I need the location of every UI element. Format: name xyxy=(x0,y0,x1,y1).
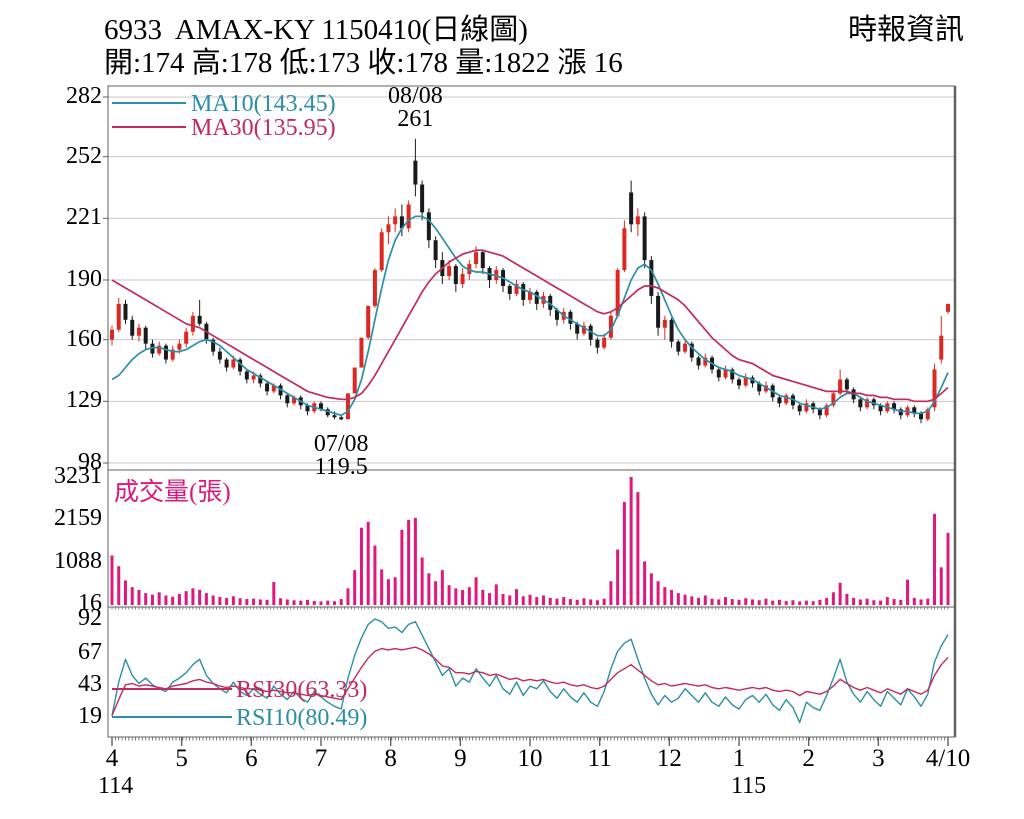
ma10-legend-label: MA10(143.45) xyxy=(191,91,336,117)
rsi-tick-label: 43 xyxy=(78,670,102,697)
ma30-leader-line xyxy=(112,126,186,128)
month-label-4: 4 xyxy=(105,745,119,772)
month-label-8: 8 xyxy=(384,745,397,772)
rsi-tick-label: 19 xyxy=(78,703,102,729)
high-annotation-date: 08/08 xyxy=(388,83,443,109)
source-label: 時報資訊 xyxy=(847,14,964,46)
price-tick-label: 190 xyxy=(66,266,102,292)
rsi-tick-label: 92 xyxy=(78,605,102,632)
month-label-1: 1 xyxy=(732,745,746,772)
volume-tick-label: 2159 xyxy=(54,505,102,532)
pane-borders xyxy=(107,85,957,738)
axis-ticks xyxy=(111,607,949,746)
volume-tick-label: 3231 xyxy=(54,463,102,489)
ma30-legend-label: MA30(135.95) xyxy=(191,115,336,141)
month-label-11: 11 xyxy=(587,745,612,772)
ma10-leader-line xyxy=(112,102,186,104)
volume-pane-label: 成交量(張) xyxy=(114,479,231,506)
price-tick-label: 98 xyxy=(78,449,102,475)
price-tick-label: 252 xyxy=(66,142,102,169)
rsi10-legend-label: RSI10(80.49) xyxy=(236,705,368,731)
rsi10-leader-line xyxy=(112,716,232,718)
month-label-12: 12 xyxy=(656,745,682,772)
month-label-10: 10 xyxy=(517,745,543,772)
volume-series xyxy=(110,477,950,605)
high-annotation-value: 261 xyxy=(397,106,434,132)
year-label-115: 115 xyxy=(731,773,767,799)
price-tick-label: 221 xyxy=(66,204,102,231)
price-tick-label: 282 xyxy=(66,83,102,109)
page-title: 6933 AMAX-KY 1150410(日線圖) xyxy=(104,14,528,46)
month-label-4/10: 4/10 xyxy=(925,745,971,772)
ma10-line xyxy=(111,215,949,417)
candlestick-series xyxy=(110,138,950,424)
low-annotation-date: 07/08 xyxy=(313,431,369,457)
rsi10-line xyxy=(111,618,949,724)
month-label-7: 7 xyxy=(314,745,328,772)
price-tick-label: 129 xyxy=(66,387,102,414)
volume-tick-label: 16 xyxy=(78,590,102,617)
quote-line: 開:174 高:178 低:173 收:178 量:1822 漲 16 xyxy=(104,47,623,79)
month-label-5: 5 xyxy=(175,745,188,772)
volume-tick-label: 1088 xyxy=(54,547,102,574)
rsi30-legend-label: RSI30(63.33) xyxy=(236,677,368,703)
month-label-2: 2 xyxy=(802,745,815,772)
rsi30-leader-line xyxy=(112,688,232,690)
low-annotation-value: 119.5 xyxy=(314,454,368,480)
month-label-9: 9 xyxy=(454,745,467,772)
ma30-line xyxy=(111,249,949,403)
price-gridlines xyxy=(103,96,955,464)
rsi30-line xyxy=(111,646,949,716)
price-tick-label: 160 xyxy=(66,325,102,352)
year-label-114: 114 xyxy=(98,773,134,799)
month-label-3: 3 xyxy=(872,745,885,772)
month-label-6: 6 xyxy=(245,745,258,772)
rsi-tick-label: 67 xyxy=(78,638,102,665)
